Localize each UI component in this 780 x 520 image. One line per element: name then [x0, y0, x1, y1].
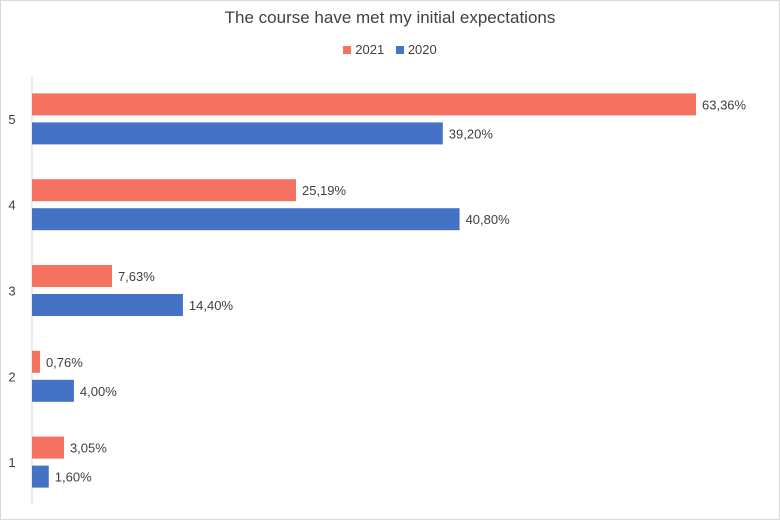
bar-2021-4 — [32, 179, 296, 202]
bar-2020-4 — [32, 208, 460, 231]
legend: 2021 2020 — [0, 42, 780, 57]
bar-2021-5 — [32, 93, 696, 116]
y-tick-label-4: 4 — [8, 198, 15, 213]
bar-2020-1 — [32, 465, 49, 488]
data-label-2020-5: 39,20% — [449, 126, 494, 141]
legend-item-2020: 2020 — [395, 42, 437, 57]
data-label-2020-4: 40,80% — [466, 212, 511, 227]
legend-swatch-2020 — [395, 46, 404, 54]
data-label-2020-2: 4,00% — [80, 384, 117, 399]
data-label-2021-3: 7,63% — [118, 269, 155, 284]
y-tick-label-1: 1 — [8, 455, 15, 470]
data-label-2021-1: 3,05% — [70, 441, 107, 456]
bar-2020-3 — [32, 294, 183, 316]
bar-2021-3 — [32, 265, 112, 287]
bar-2021-2 — [32, 350, 40, 373]
bar-2020-2 — [32, 379, 74, 402]
bar-2021-1 — [32, 436, 64, 459]
bar-2020-5 — [32, 122, 443, 145]
legend-label-2020: 2020 — [407, 42, 437, 57]
data-label-2021-5: 63,36% — [702, 97, 747, 112]
y-tick-label-3: 3 — [8, 284, 15, 299]
data-label-2020-3: 14,40% — [189, 298, 234, 313]
data-label-2020-1: 1,60% — [55, 470, 92, 485]
data-label-2021-2: 0,76% — [46, 355, 83, 370]
chart-title: The course have met my initial expectati… — [224, 8, 556, 27]
legend-item-2021: 2021 — [343, 42, 384, 57]
data-label-2021-4: 25,19% — [302, 183, 347, 198]
legend-label-2021: 2021 — [355, 42, 385, 57]
y-tick-label-2: 2 — [8, 369, 15, 384]
y-tick-label-5: 5 — [8, 112, 15, 127]
legend-swatch-2021 — [343, 46, 352, 54]
